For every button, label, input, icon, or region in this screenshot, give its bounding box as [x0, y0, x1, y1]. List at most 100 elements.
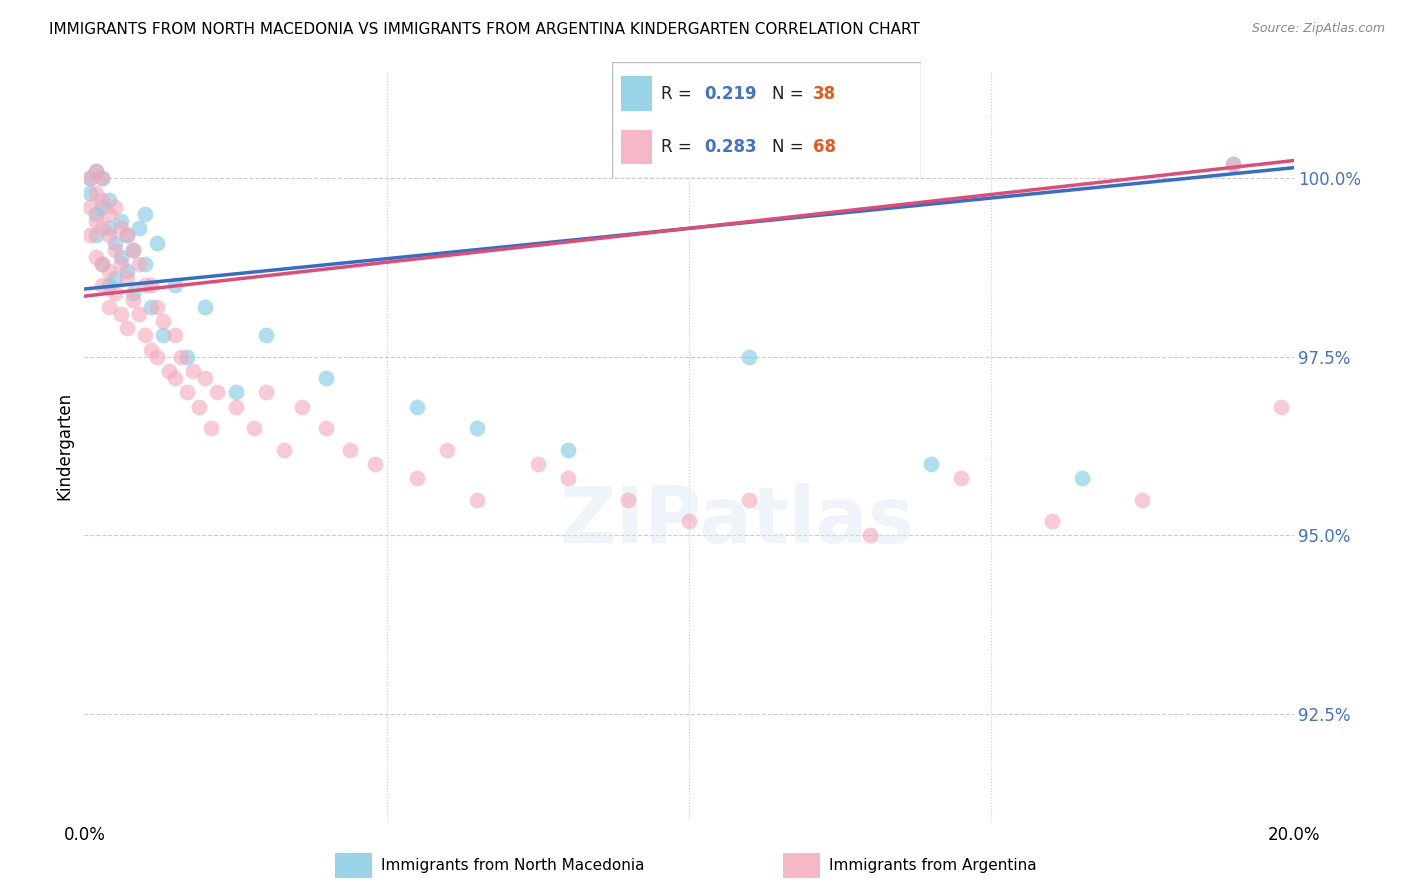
Point [406, 400, 429, 414]
Point [91, 200, 114, 214]
Point [157, 364, 180, 378]
Point [738, 492, 761, 507]
Point [950, 471, 973, 485]
Point [115, 321, 138, 335]
Point [139, 300, 162, 314]
Point [1071, 471, 1094, 485]
FancyBboxPatch shape [336, 853, 371, 878]
Point [406, 471, 429, 485]
Point [146, 235, 169, 250]
Point [110, 214, 132, 228]
Text: 68: 68 [813, 138, 835, 156]
Text: Source: ZipAtlas.com: Source: ZipAtlas.com [1251, 22, 1385, 36]
Point [97, 193, 120, 207]
Text: 0.283: 0.283 [704, 138, 756, 156]
Point [165, 278, 187, 293]
Point [1040, 514, 1063, 528]
Point [152, 314, 174, 328]
Point [97, 207, 120, 221]
Point [527, 457, 550, 471]
Point [170, 350, 193, 364]
Text: 38: 38 [813, 85, 835, 103]
Y-axis label: Kindergarten: Kindergarten [55, 392, 73, 500]
Point [165, 371, 187, 385]
Point [139, 343, 162, 357]
Point [79, 171, 101, 186]
Point [1222, 157, 1244, 171]
Point [86, 164, 108, 178]
Point [97, 264, 120, 278]
FancyBboxPatch shape [783, 853, 820, 878]
Point [315, 421, 337, 435]
Point [91, 278, 114, 293]
Point [146, 300, 169, 314]
Point [97, 300, 120, 314]
Point [207, 385, 229, 400]
Point [200, 421, 222, 435]
Point [194, 300, 217, 314]
Point [467, 492, 489, 507]
Point [181, 364, 204, 378]
Point [128, 257, 150, 271]
Point [436, 442, 458, 457]
Point [79, 171, 101, 186]
Point [104, 243, 127, 257]
Point [1222, 157, 1244, 171]
Point [1270, 400, 1292, 414]
Point [254, 385, 277, 400]
Point [128, 307, 150, 321]
Point [134, 328, 156, 343]
Point [121, 243, 143, 257]
Point [134, 278, 156, 293]
Point [115, 271, 138, 285]
Point [104, 285, 127, 300]
Point [128, 221, 150, 235]
Point [134, 207, 156, 221]
Point [115, 228, 138, 243]
Point [139, 278, 162, 293]
Point [121, 293, 143, 307]
Point [242, 421, 264, 435]
FancyBboxPatch shape [612, 62, 921, 178]
Point [86, 207, 108, 221]
Text: IMMIGRANTS FROM NORTH MACEDONIA VS IMMIGRANTS FROM ARGENTINA KINDERGARTEN CORREL: IMMIGRANTS FROM NORTH MACEDONIA VS IMMIG… [49, 22, 920, 37]
Point [110, 250, 132, 264]
Point [617, 492, 640, 507]
Point [188, 400, 211, 414]
Point [121, 243, 143, 257]
Point [91, 193, 114, 207]
Point [97, 221, 120, 235]
Point [121, 285, 143, 300]
Point [291, 400, 314, 414]
Point [467, 421, 489, 435]
Point [91, 257, 114, 271]
Point [194, 371, 217, 385]
Point [79, 200, 101, 214]
Point [110, 257, 132, 271]
Point [86, 214, 108, 228]
Point [104, 200, 127, 214]
Text: Immigrants from Argentina: Immigrants from Argentina [830, 858, 1036, 872]
Text: 0.219: 0.219 [704, 85, 756, 103]
Point [115, 228, 138, 243]
Point [315, 371, 337, 385]
Point [79, 228, 101, 243]
Point [165, 328, 187, 343]
Point [104, 235, 127, 250]
Point [678, 514, 700, 528]
Point [86, 186, 108, 200]
Point [79, 186, 101, 200]
Point [557, 471, 579, 485]
Point [1130, 492, 1153, 507]
Point [363, 457, 385, 471]
Text: N =: N = [772, 138, 810, 156]
Point [110, 221, 132, 235]
Point [91, 171, 114, 186]
Text: Immigrants from North Macedonia: Immigrants from North Macedonia [381, 858, 644, 872]
Point [738, 350, 761, 364]
Point [146, 350, 169, 364]
Point [176, 350, 198, 364]
Point [254, 328, 277, 343]
Point [86, 250, 108, 264]
Point [225, 400, 247, 414]
